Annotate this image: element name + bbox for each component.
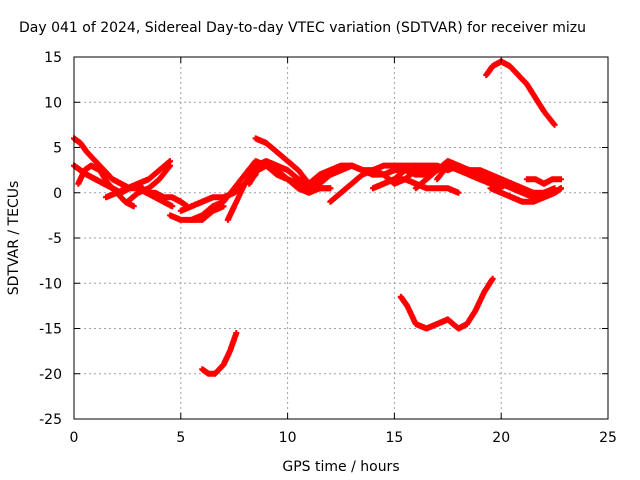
y-tick-label: 10 bbox=[44, 95, 62, 111]
series-arc-20 bbox=[434, 162, 558, 196]
series-arc-4 bbox=[103, 158, 174, 201]
y-tick-label: 0 bbox=[53, 186, 62, 202]
data-point-markers bbox=[483, 58, 558, 128]
y-tick-label: -20 bbox=[39, 367, 62, 383]
x-tick-label: 15 bbox=[385, 430, 403, 446]
series-arc-24 bbox=[523, 176, 564, 187]
data-point-markers bbox=[124, 162, 174, 205]
series-arc-12 bbox=[246, 162, 323, 196]
data-point-markers bbox=[434, 162, 558, 196]
data-series bbox=[71, 58, 564, 377]
series-arc-18 bbox=[397, 275, 496, 332]
y-tick-label: 5 bbox=[53, 141, 62, 157]
series-arc-22 bbox=[487, 185, 564, 205]
series-arc-23 bbox=[483, 58, 558, 128]
data-point-markers bbox=[397, 275, 496, 332]
y-tick-label: -25 bbox=[39, 412, 62, 428]
data-point-markers bbox=[199, 330, 240, 377]
x-axis-label: GPS time / hours bbox=[282, 459, 399, 475]
axis-ticks: 0 5 10 15 20 25 -25 -20 -15 -10 -5 0 5 10 15 bbox=[39, 50, 617, 446]
data-point-markers bbox=[487, 185, 564, 205]
data-point-markers bbox=[523, 176, 564, 187]
x-tick-label: 25 bbox=[599, 430, 617, 446]
x-tick-label: 20 bbox=[492, 430, 510, 446]
data-point-markers bbox=[103, 158, 174, 201]
y-axis-label: SDTVAR / TECUs bbox=[6, 181, 22, 296]
series-arc-5 bbox=[124, 162, 174, 205]
x-tick-label: 5 bbox=[176, 430, 185, 446]
y-tick-label: 15 bbox=[44, 50, 62, 66]
chart-title: Day 041 of 2024, Sidereal Day-to-day VTE… bbox=[19, 20, 586, 36]
x-tick-label: 0 bbox=[70, 430, 79, 446]
x-tick-label: 10 bbox=[279, 430, 297, 446]
y-tick-label: -10 bbox=[39, 276, 62, 292]
data-point-markers bbox=[246, 162, 323, 196]
series-arc-9 bbox=[199, 330, 240, 377]
y-tick-label: -15 bbox=[39, 322, 62, 338]
grid-lines bbox=[74, 57, 608, 419]
y-tick-label: -5 bbox=[48, 231, 62, 247]
